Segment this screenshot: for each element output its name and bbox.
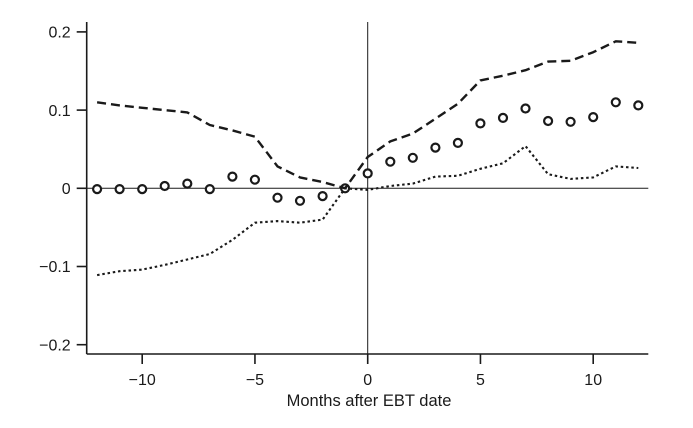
data-point-month--10	[137, 184, 148, 195]
x-tick-label-0: 0	[363, 372, 372, 389]
y-tick-label--0.2: −0.2	[39, 337, 71, 354]
data-point-month-4	[452, 137, 463, 148]
data-point-month--3	[294, 195, 306, 206]
data-point-month-2	[407, 152, 418, 163]
data-point-month--2	[317, 191, 328, 202]
data-point-month--4	[272, 192, 283, 203]
data-point-month--11	[114, 184, 125, 195]
x-tick-label--5: −5	[246, 372, 264, 389]
data-point-month--6	[227, 171, 238, 182]
data-point-month--9	[159, 180, 170, 192]
upper-confidence-band	[96, 40, 639, 190]
x-tick-label-10: 10	[584, 372, 602, 389]
x-axis-label: Months after EBT date	[287, 392, 452, 410]
data-point-month--12	[91, 184, 103, 195]
data-point-month-10	[588, 111, 599, 123]
y-tick-label-0.1: 0.1	[48, 103, 70, 120]
y-tick-label-0: 0	[62, 181, 71, 198]
x-tick-label--10: −10	[129, 372, 156, 389]
data-point-month-8	[542, 115, 554, 127]
data-point-month--5	[249, 174, 260, 185]
data-point-month-3	[430, 142, 441, 153]
y-tick-label--0.1: −0.1	[39, 259, 71, 276]
lower-confidence-band	[96, 145, 639, 277]
data-point-month-7	[520, 103, 531, 114]
data-point-month--8	[182, 178, 193, 189]
y-tick-label-0.2: 0.2	[48, 25, 70, 42]
x-tick-label-5: 5	[476, 372, 485, 389]
data-point-month-6	[497, 112, 509, 124]
data-point-month-1	[385, 156, 396, 167]
data-point-month-11	[610, 97, 621, 108]
data-point-month-9	[565, 116, 576, 127]
data-point-month-0	[362, 168, 373, 179]
data-point-month--7	[204, 184, 215, 195]
data-point-month-12	[633, 100, 644, 111]
data-point-month-5	[475, 118, 486, 129]
